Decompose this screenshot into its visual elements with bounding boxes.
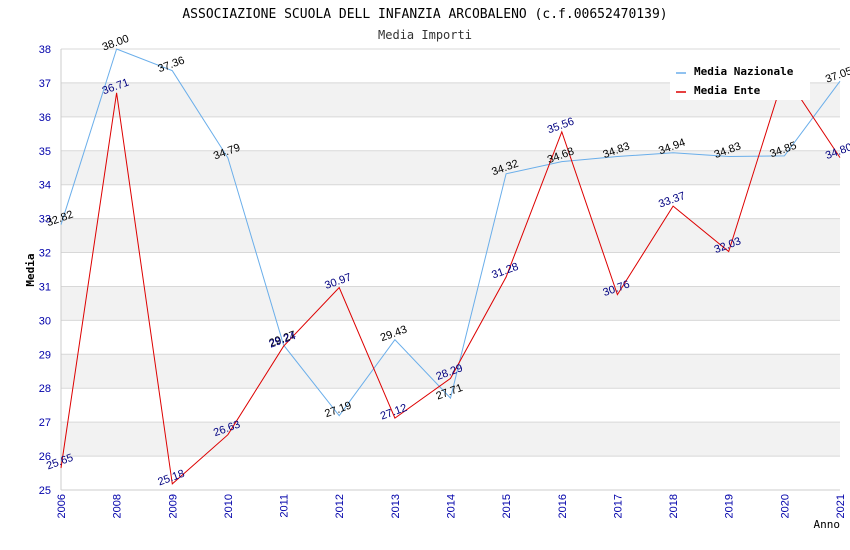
x-tick-label: 2008: [112, 494, 124, 518]
x-tick-label: 2017: [612, 494, 624, 518]
y-tick-label: 31: [39, 281, 51, 293]
x-tick-label: 2014: [446, 494, 458, 518]
x-tick-label: 2011: [279, 494, 291, 518]
plot-band: [61, 354, 840, 389]
x-tick-label: 2020: [779, 494, 791, 518]
y-tick-label: 38: [39, 44, 51, 56]
x-tick-label: 2012: [334, 494, 346, 518]
legend-box: [670, 60, 810, 100]
y-tick-label: 36: [39, 112, 51, 124]
x-tick-label: 2009: [167, 494, 179, 518]
data-label-nazionale: 38.00: [101, 33, 131, 54]
y-tick-label: 34: [39, 180, 51, 192]
legend: Media Nazionale Media Ente: [670, 60, 810, 100]
x-tick-label: 2013: [390, 494, 402, 518]
x-tick-label: 2021: [835, 494, 847, 518]
chart-title: ASSOCIAZIONE SCUOLA DELL INFANZIA ARCOBA…: [182, 7, 667, 22]
y-tick-label: 37: [39, 78, 51, 90]
chart-subtitle: Media Importi: [378, 28, 472, 42]
y-axis-title: Media: [24, 253, 37, 286]
y-tick-label: 27: [39, 417, 51, 429]
x-tick-label: 2006: [56, 494, 68, 518]
y-tick-label: 26: [39, 451, 51, 463]
x-tick-label: 2019: [724, 494, 736, 518]
plot-band: [61, 150, 840, 185]
y-axis-ticks: 25 26 27 28 29 30 31 32 33 34 35 36 37 38: [39, 44, 51, 497]
legend-label-ente: Media Ente: [694, 84, 761, 97]
plot-bands: [61, 82, 840, 457]
x-tick-label: 2018: [668, 494, 680, 518]
y-tick-label: 30: [39, 315, 51, 327]
y-tick-label: 33: [39, 214, 51, 226]
data-label-nazionale: 37.36: [156, 55, 186, 76]
y-tick-label: 35: [39, 146, 51, 158]
y-tick-label: 32: [39, 248, 51, 260]
data-label-nazionale: 27.19: [323, 400, 353, 421]
plot-band: [61, 286, 840, 321]
y-tick-label: 25: [39, 485, 51, 497]
series-lines: [60, 48, 841, 485]
plot-band: [61, 422, 840, 457]
x-axis-title: Anno: [814, 518, 841, 531]
data-label-ente: 27.12: [379, 402, 409, 423]
x-axis-ticks: 2006 2008 2009 2010 2011 2012 2013 2014 2015 2016…: [56, 494, 847, 518]
legend-label-nazionale: Media Nazionale: [694, 65, 794, 78]
plot-band: [61, 218, 840, 253]
x-tick-label: 2016: [557, 494, 569, 518]
y-tick-label: 29: [39, 349, 51, 361]
y-tick-label: 28: [39, 383, 51, 395]
x-tick-label: 2010: [223, 494, 235, 518]
data-label-ente: 25.18: [156, 468, 186, 489]
x-tick-label: 2015: [501, 494, 513, 518]
series-line-ente: [60, 72, 841, 485]
series-line-nazionale: [60, 48, 841, 417]
